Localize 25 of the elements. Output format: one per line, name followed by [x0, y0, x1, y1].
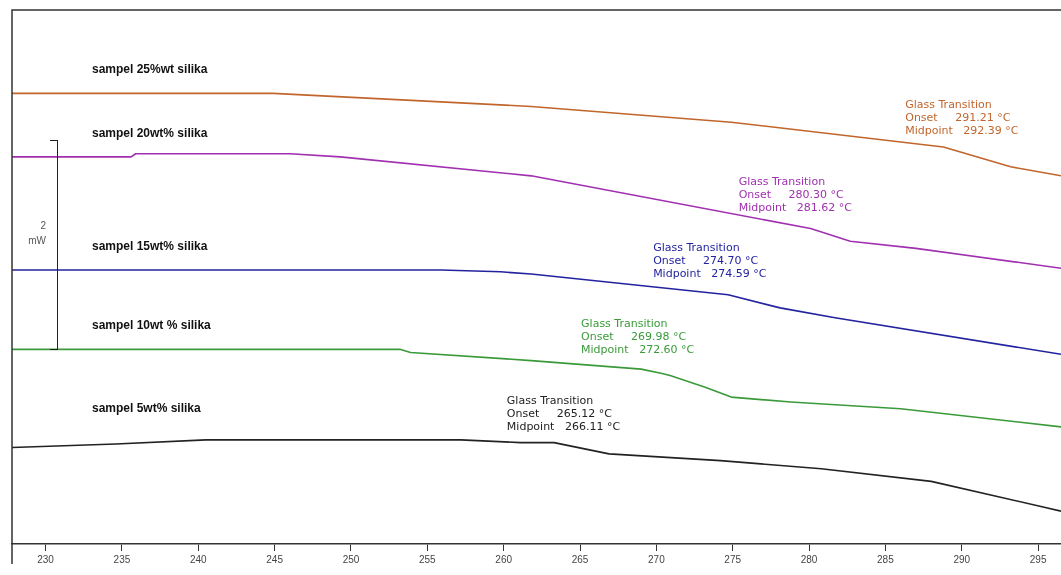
- annotation: 2 mW: [27, 219, 46, 248]
- x-tick-label: 285: [877, 553, 895, 565]
- x-tick-label: 235: [113, 553, 131, 565]
- x-tick-label: 230: [37, 553, 55, 565]
- series-label: sampel 20wt% silika: [92, 125, 208, 140]
- x-tick-label: 280: [800, 553, 818, 565]
- x-tick-label: 270: [648, 553, 666, 565]
- annotation: Glass Transition Onset 265.12 °C Midpoint 266.11 °C: [506, 394, 621, 434]
- annotation: Glass Transition Onset 280.30 °C Midpoint 281.62 °C: [738, 174, 853, 214]
- x-tick-label: 250: [342, 553, 360, 565]
- annotation: Glass Transition Onset 274.70 °C Midpoint 274.59 °C: [653, 240, 767, 280]
- x-tick-label: 295: [1029, 553, 1047, 565]
- series-label: sampel 10wt % silika: [92, 318, 212, 333]
- x-tick-label: 260: [495, 553, 513, 565]
- text: sampel 5wt% silika: [92, 400, 202, 415]
- x-tick-label: 245: [266, 553, 284, 565]
- series-label: sampel 15wt% silika: [92, 239, 208, 254]
- series-label: sampel 25%wt silika: [92, 62, 208, 77]
- x-tick-label: 290: [953, 553, 971, 565]
- x-tick-label: 240: [189, 553, 208, 565]
- x-tick-label: 275: [724, 553, 742, 565]
- x-tick-label: 255: [418, 553, 437, 565]
- annotation: Glass Transition Onset 291.21 °C Midpoint 292.39 °C: [905, 97, 1019, 137]
- x-tick-label: 265: [571, 553, 589, 565]
- annotation: Glass Transition Onset 269.98 °C Midpoint 272.60 °C: [581, 316, 695, 356]
